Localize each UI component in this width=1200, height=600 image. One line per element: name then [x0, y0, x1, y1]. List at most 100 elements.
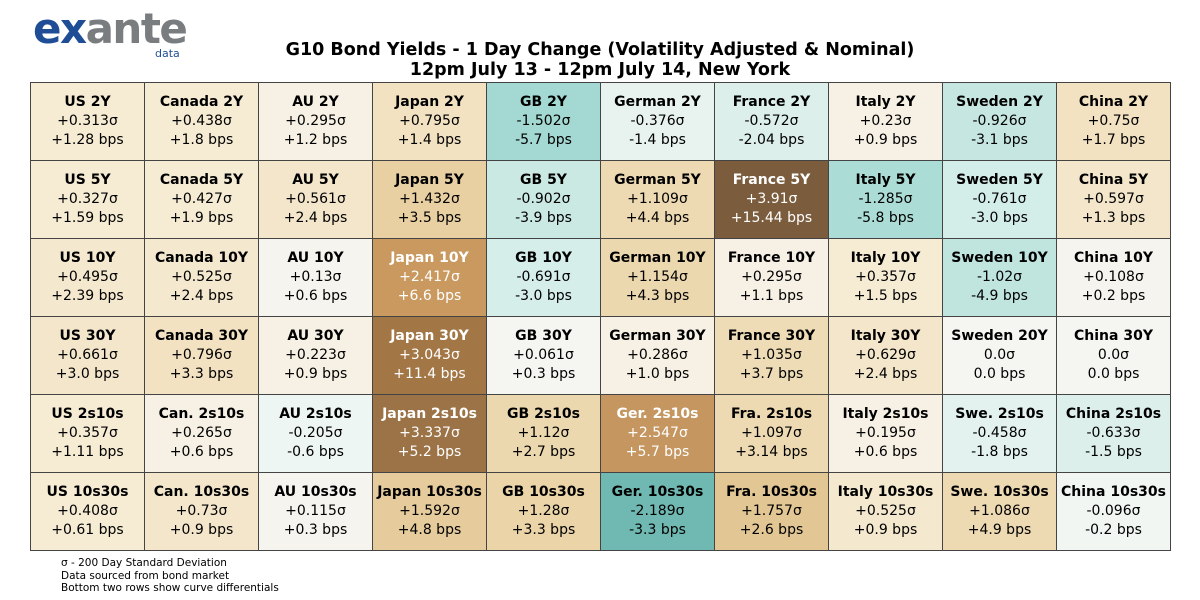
instrument-label: US 2Y — [64, 94, 111, 110]
heatmap-cell: Italy 5Y -1.285σ -5.8 bps — [828, 160, 943, 239]
bps-change-value: -5.8 bps — [857, 210, 914, 226]
instrument-label: Canada 10Y — [154, 250, 249, 266]
instrument-label: Fra. 2s10s — [730, 406, 813, 422]
heatmap-cell: China 10Y +0.108σ +0.2 bps — [1056, 238, 1171, 317]
instrument-label: Can. 10s30s — [153, 484, 250, 500]
heatmap-cell: Canada 30Y +0.796σ +3.3 bps — [144, 316, 259, 395]
bps-change-value: +3.5 bps — [397, 210, 462, 226]
bps-change-value: +4.8 bps — [397, 522, 462, 538]
bps-change-value: +1.7 bps — [1081, 132, 1146, 148]
logo-subtitle: data — [155, 47, 180, 60]
sigma-change-value: +0.525σ — [171, 269, 232, 285]
heatmap-cell: GB 2s10s +1.12σ +2.7 bps — [486, 394, 601, 473]
sigma-change-value: +0.223σ — [285, 347, 346, 363]
sigma-change-value: +0.357σ — [855, 269, 916, 285]
sigma-change-value: +1.757σ — [741, 503, 802, 519]
heatmap-cell: Japan 10Y +2.417σ +6.6 bps — [372, 238, 487, 317]
instrument-label: Swe. 2s10s — [955, 406, 1044, 422]
instrument-label: US 10s30s — [46, 484, 129, 500]
bps-change-value: +3.0 bps — [55, 366, 120, 382]
sigma-change-value: 0.0σ — [1097, 347, 1130, 363]
bps-change-value: +0.6 bps — [853, 444, 918, 460]
instrument-label: AU 2s10s — [279, 406, 352, 422]
sigma-change-value: +0.796σ — [171, 347, 232, 363]
bps-change-value: +2.4 bps — [283, 210, 348, 226]
heatmap-cell: Italy 30Y +0.629σ +2.4 bps — [828, 316, 943, 395]
instrument-label: GB 5Y — [520, 172, 567, 188]
sigma-change-value: -0.926σ — [972, 113, 1027, 129]
heatmap-cell: GB 30Y +0.061σ +0.3 bps — [486, 316, 601, 395]
instrument-label: Sweden 10Y — [951, 250, 1048, 266]
bps-change-value: -2.04 bps — [738, 132, 805, 148]
bps-change-value: -3.3 bps — [629, 522, 686, 538]
bps-change-value: -3.0 bps — [971, 210, 1028, 226]
instrument-label: US 30Y — [59, 328, 116, 344]
heatmap-cell: GB 2Y -1.502σ -5.7 bps — [486, 82, 601, 161]
bps-change-value: +2.7 bps — [511, 444, 576, 460]
sigma-change-value: +0.597σ — [1083, 191, 1144, 207]
instrument-label: China 2Y — [1078, 94, 1149, 110]
heatmap-cell: Canada 10Y +0.525σ +2.4 bps — [144, 238, 259, 317]
sigma-change-value: +1.154σ — [627, 269, 688, 285]
bps-change-value: +1.5 bps — [853, 288, 918, 304]
instrument-label: Ger. 10s30s — [611, 484, 704, 500]
instrument-label: Italy 2Y — [855, 94, 916, 110]
bps-change-value: -3.1 bps — [971, 132, 1028, 148]
bps-change-value: +1.3 bps — [1081, 210, 1146, 226]
sigma-change-value: +1.097σ — [741, 425, 802, 441]
bps-change-value: +0.9 bps — [283, 366, 348, 382]
heatmap-cell: German 5Y +1.109σ +4.4 bps — [600, 160, 715, 239]
sigma-change-value: +0.195σ — [855, 425, 916, 441]
heatmap-cell: Canada 2Y +0.438σ +1.8 bps — [144, 82, 259, 161]
bps-change-value: 0.0 bps — [1087, 366, 1140, 382]
bps-change-value: +4.4 bps — [625, 210, 690, 226]
heatmap-cell: Japan 2Y +0.795σ +1.4 bps — [372, 82, 487, 161]
heatmap-cell: Sweden 2Y -0.926σ -3.1 bps — [942, 82, 1057, 161]
heatmap-cell: German 10Y +1.154σ +4.3 bps — [600, 238, 715, 317]
instrument-label: GB 10Y — [515, 250, 572, 266]
instrument-label: China 2s10s — [1065, 406, 1162, 422]
sigma-change-value: +0.438σ — [171, 113, 232, 129]
footnotes: σ - 200 Day Standard Deviation Data sour… — [61, 557, 279, 595]
bps-change-value: +4.9 bps — [967, 522, 1032, 538]
sigma-change-value: +1.12σ — [517, 425, 570, 441]
instrument-label: AU 2Y — [292, 94, 339, 110]
heatmap-cell: Ger. 10s30s -2.189σ -3.3 bps — [600, 472, 715, 551]
heatmap-cell: China 5Y +0.597σ +1.3 bps — [1056, 160, 1171, 239]
sigma-change-value: -0.761σ — [972, 191, 1027, 207]
bps-change-value: +6.6 bps — [397, 288, 462, 304]
heatmap-cell: China 10s30s -0.096σ -0.2 bps — [1056, 472, 1171, 551]
heatmap-cell: Swe. 10s30s +1.086σ +4.9 bps — [942, 472, 1057, 551]
sigma-change-value: +0.313σ — [57, 113, 118, 129]
footnote-sigma-definition: σ - 200 Day Standard Deviation — [61, 557, 227, 569]
sigma-change-value: -0.096σ — [1086, 503, 1141, 519]
heatmap-cell: AU 2s10s -0.205σ -0.6 bps — [258, 394, 373, 473]
bps-change-value: +2.4 bps — [853, 366, 918, 382]
heatmap-cell: German 2Y -0.376σ -1.4 bps — [600, 82, 715, 161]
sigma-change-value: -1.285σ — [858, 191, 913, 207]
logo-wordmark-part2: ante — [85, 4, 188, 53]
exante-data-logo: exante data — [33, 4, 188, 61]
heatmap-cell: GB 10Y -0.691σ -3.0 bps — [486, 238, 601, 317]
sigma-change-value: -0.376σ — [630, 113, 685, 129]
sigma-change-value: +1.109σ — [627, 191, 688, 207]
heatmap-cell: France 30Y +1.035σ +3.7 bps — [714, 316, 829, 395]
instrument-label: German 5Y — [614, 172, 701, 188]
instrument-label: Italy 2s10s — [842, 406, 929, 422]
heatmap-cell: AU 2Y +0.295σ +1.2 bps — [258, 82, 373, 161]
footnote-rows-note: Bottom two rows show curve differentials — [61, 582, 279, 594]
sigma-change-value: +0.561σ — [285, 191, 346, 207]
logo-wordmark-part1: ex — [33, 4, 87, 53]
bps-change-value: +3.3 bps — [511, 522, 576, 538]
table-row: US 10Y +0.495σ +2.39 bps Canada 10Y +0.525σ +… — [30, 238, 1171, 317]
instrument-label: AU 10s30s — [274, 484, 357, 500]
sigma-change-value: +0.061σ — [513, 347, 574, 363]
heatmap-cell: German 30Y +0.286σ +1.0 bps — [600, 316, 715, 395]
bps-change-value: -1.4 bps — [629, 132, 686, 148]
bps-change-value: +1.4 bps — [397, 132, 462, 148]
sigma-change-value: +3.91σ — [745, 191, 798, 207]
table-row: US 10s30s +0.408σ +0.61 bps Can. 10s30s +0.7… — [30, 472, 1171, 551]
heatmap-cell: China 30Y 0.0σ 0.0 bps — [1056, 316, 1171, 395]
sigma-change-value: +2.547σ — [627, 425, 688, 441]
bps-change-value: +4.3 bps — [625, 288, 690, 304]
